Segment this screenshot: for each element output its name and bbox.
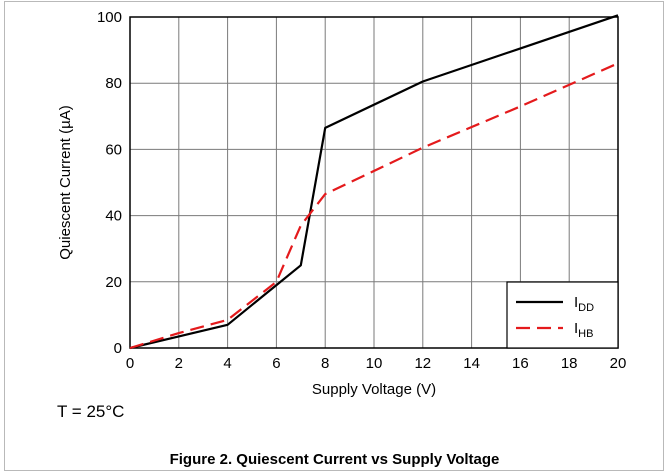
y-axis-label: Quiescent Current (µA) [57,105,74,260]
y-tick-label: 100 [97,9,122,26]
y-tick-label: 80 [105,75,122,92]
x-tick-labels: 0 2 4 6 8 10 12 14 16 18 20 [126,355,627,372]
x-tick-label: 4 [223,355,231,372]
x-tick-label: 14 [463,355,480,372]
legend-box [506,281,619,349]
x-tick-label: 20 [610,355,627,372]
x-tick-label: 10 [366,355,383,372]
legend-label-ihb: IHB [574,320,593,340]
x-axis-label: Supply Voltage (V) [312,381,436,398]
y-tick-labels: 0 20 40 60 80 100 [97,9,122,357]
x-tick-label: 16 [512,355,529,372]
x-tick-label: 12 [414,355,431,372]
temperature-note: T = 25°C [57,402,125,421]
x-tick-label: 2 [175,355,183,372]
y-tick-label: 40 [105,208,122,225]
series-layer [129,14,619,350]
series-line-idd [129,14,619,350]
y-tick-label: 60 [105,141,122,158]
y-tick-label: 20 [105,274,122,291]
plot-area [129,16,619,349]
y-tick-label: 0 [114,340,122,357]
legend: IDD IHB [506,281,619,349]
figure-caption: Figure 2. Quiescent Current vs Supply Vo… [169,451,500,468]
x-tick-label: 8 [321,355,329,372]
series-line-ihb [129,62,619,350]
x-tick-label: 0 [126,355,134,372]
x-tick-label: 6 [272,355,280,372]
legend-label-idd: IDD [574,294,594,314]
x-tick-label: 18 [561,355,578,372]
